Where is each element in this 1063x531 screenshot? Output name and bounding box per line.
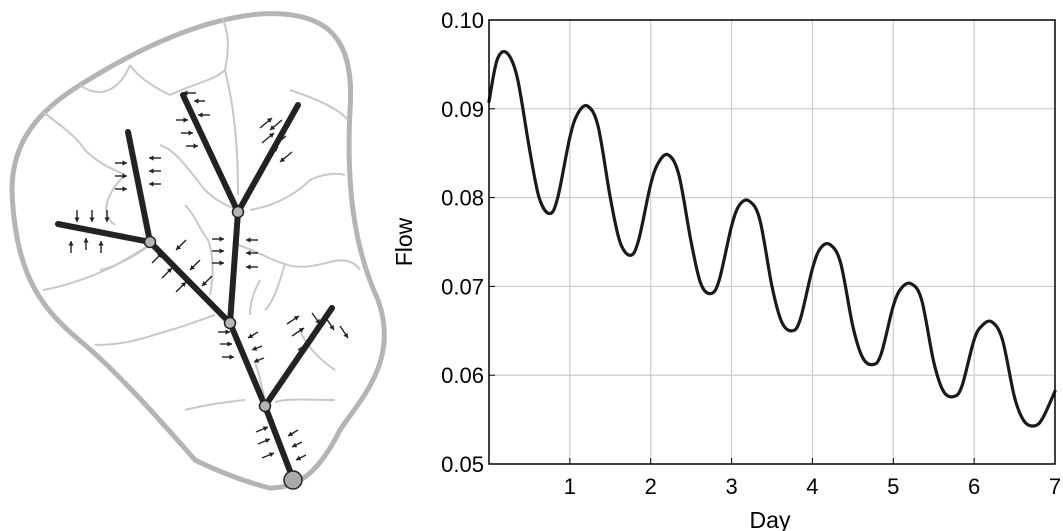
y-tick-label: 0.09 [441, 97, 484, 122]
arrow-icon [151, 252, 163, 264]
y-tick-label: 0.08 [441, 186, 484, 211]
chart-series-lines [487, 49, 1057, 428]
arrow-icon [251, 345, 263, 351]
arrow-icon [176, 117, 188, 123]
y-tick-label: 0.05 [441, 452, 484, 477]
arrow-icon [189, 259, 201, 271]
y-tick-label: 0.10 [441, 8, 484, 33]
arrow-icon [273, 135, 287, 147]
arrow-icon [161, 267, 173, 279]
arrow-icon [175, 239, 187, 251]
arrow-icon [201, 275, 213, 287]
chart-tick-labels: 1 2 3 4 5 6 7 0.05 0.06 0.07 0.08 0.09 0.10 [441, 8, 1061, 499]
arrow-icon [257, 438, 271, 445]
arrow-icon [68, 241, 74, 253]
arrow-icon [269, 119, 283, 131]
arrow-icon [194, 98, 205, 104]
arrow-icon [115, 186, 127, 192]
arrow-icon [261, 132, 275, 144]
arrow-icon [261, 452, 275, 459]
arrow-icon [83, 238, 89, 250]
arrow-icon [218, 329, 230, 335]
arrow-icon [212, 260, 224, 266]
arrow-icon [149, 155, 161, 161]
x-tick-label: 7 [1049, 474, 1061, 499]
arrow-icon [265, 146, 279, 158]
arrow-icon [297, 341, 311, 351]
arrow-icon [295, 454, 307, 461]
x-tick-label: 5 [887, 474, 899, 499]
arrow-icon [291, 327, 305, 337]
chart-grid [489, 20, 1055, 464]
arrow-icon [175, 281, 187, 293]
node-dot-icon [231, 205, 245, 219]
arrow-icon [246, 250, 258, 256]
catchment-boundary [9, 11, 387, 491]
arrow-icon [247, 331, 259, 339]
arrow-icon [287, 429, 299, 437]
y-axis-label: Flow [391, 217, 417, 266]
arrow-icon [89, 210, 95, 222]
arrow-icon [279, 151, 293, 163]
arrow-icon [222, 354, 234, 360]
arrow-icon [181, 130, 193, 136]
arrow-icon [149, 181, 161, 187]
arrow-icon [246, 264, 258, 270]
node-dot-icon [258, 399, 272, 413]
arrow-icon [325, 317, 335, 331]
confluence-nodes [143, 205, 272, 413]
arrow-icon [115, 160, 127, 166]
arrow-icon [212, 236, 224, 242]
y-tick-label: 0.07 [441, 274, 484, 299]
arrow-icon [186, 143, 198, 149]
x-tick-label: 3 [725, 474, 737, 499]
outlet-dot-icon [283, 470, 303, 490]
catchment-diagram [9, 11, 387, 491]
river-network [55, 92, 335, 482]
chart-tick-marks [489, 19, 1056, 465]
arrow-icon [311, 312, 321, 325]
node-dot-icon [223, 316, 237, 330]
x-tick-label: 6 [968, 474, 980, 499]
arrow-icon [149, 168, 161, 174]
arrow-icon [183, 90, 196, 96]
arrow-icon [255, 426, 269, 433]
x-tick-label: 2 [645, 474, 657, 499]
arrow-icon [115, 173, 127, 179]
arrow-icon [104, 210, 110, 222]
arrow-icon [198, 112, 210, 118]
arrow-icon [259, 117, 273, 129]
arrow-icon [291, 441, 303, 448]
arrow-icon [246, 237, 258, 243]
arrow-icon [220, 341, 232, 347]
arrow-icon [212, 248, 224, 254]
arrow-icon [253, 357, 265, 363]
x-axis-label: Day [750, 507, 791, 531]
plot-frame [488, 19, 1056, 465]
y-tick-label: 0.06 [441, 363, 484, 388]
lateral-inflow-arrows [68, 90, 349, 461]
flow-chart: 1 2 3 4 5 6 7 0.05 0.06 0.07 0.08 0.09 0.10 Day Flow [391, 8, 1061, 531]
node-dot-icon [143, 235, 157, 249]
arrow-icon [339, 325, 349, 339]
flow-series-line [487, 49, 1057, 428]
arrow-icon [98, 241, 104, 253]
x-tick-label: 1 [564, 474, 576, 499]
x-tick-label: 4 [806, 474, 818, 499]
arrow-icon [74, 210, 80, 222]
arrow-icon [286, 315, 300, 325]
subcatchment-divides [42, 17, 361, 411]
